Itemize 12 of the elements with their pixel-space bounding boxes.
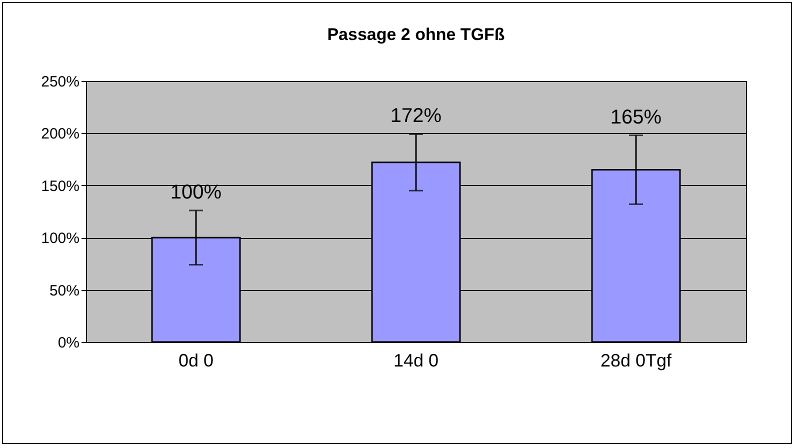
- x-tick-label: 28d 0Tgf: [600, 350, 673, 370]
- data-label: 165%: [610, 106, 662, 128]
- x-tick-label: 14d 0: [393, 350, 439, 370]
- y-tick-label: 50%: [49, 282, 80, 300]
- y-tick-label: 100%: [41, 230, 80, 248]
- chart-title: Passage 2 ohne TGFß: [327, 25, 505, 44]
- y-tick-label: 150%: [41, 178, 80, 195]
- data-label: 172%: [390, 105, 442, 128]
- y-tick-label: 250%: [41, 74, 80, 90]
- y-tick-label: 200%: [41, 126, 80, 143]
- x-tick-label: 0d 0: [178, 350, 214, 370]
- y-tick-label: 0%: [58, 334, 80, 352]
